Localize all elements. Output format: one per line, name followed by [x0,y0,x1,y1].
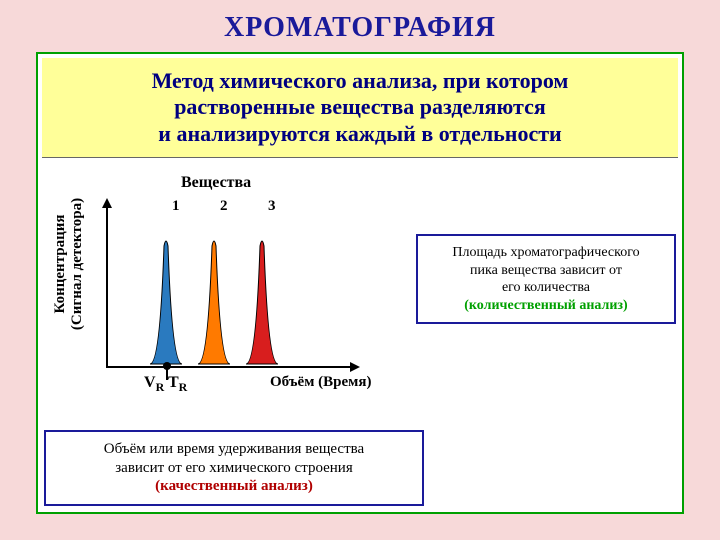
peak-1 [150,236,182,366]
main-panel: Метод химического анализа, при котором р… [36,52,684,514]
qualitative-box: Объём или время удерживания вещества зав… [44,430,424,506]
y-axis-label: Концентрация (Сигнал детектора) [52,184,86,344]
peak-2 [198,236,230,366]
axes [106,210,366,368]
vr-tr-label: VR TR [144,374,187,395]
bottom-qual: (качественный анализ) [56,477,412,496]
page-title: ХРОМАТОГРАФИЯ [0,0,720,52]
tr-sub: R [179,380,188,394]
x-axis-line [106,366,354,368]
definition-line-3: и анализируются каждый в отдельности [48,121,672,147]
y-axis-label-1: Концентрация [52,215,68,314]
definition-line-2: растворенные вещества разделяются [48,94,672,120]
quantitative-box: Площадь хроматографического пика веществ… [416,234,676,324]
peaks-title: Вещества [181,174,251,192]
peak-3 [246,236,278,366]
definition-box: Метод химического анализа, при котором р… [42,58,678,158]
y-axis-label-2: (Сигнал детектора) [69,184,86,344]
y-axis-arrow-icon [102,198,112,208]
bottom-text-2: зависит от его химического строения [56,459,412,478]
bottom-text-1: Объём или время удерживания вещества [56,440,412,459]
definition-line-1: Метод химического анализа, при котором [48,68,672,94]
vr-sub: R [156,380,165,394]
y-axis-line [106,204,108,368]
side-text-1: Площадь хроматографического [424,244,668,262]
side-text-3: его количества [424,279,668,297]
chromatogram-chart: Концентрация (Сигнал детектора) Вещества… [56,174,416,414]
vr-label: V [144,374,156,391]
side-qual: (количественный анализ) [424,297,668,315]
side-text-2: пика вещества зависит от [424,262,668,280]
x-axis-arrow-icon [350,362,360,372]
x-axis-label: Объём (Время) [270,374,372,391]
tr-label: T [164,374,178,391]
